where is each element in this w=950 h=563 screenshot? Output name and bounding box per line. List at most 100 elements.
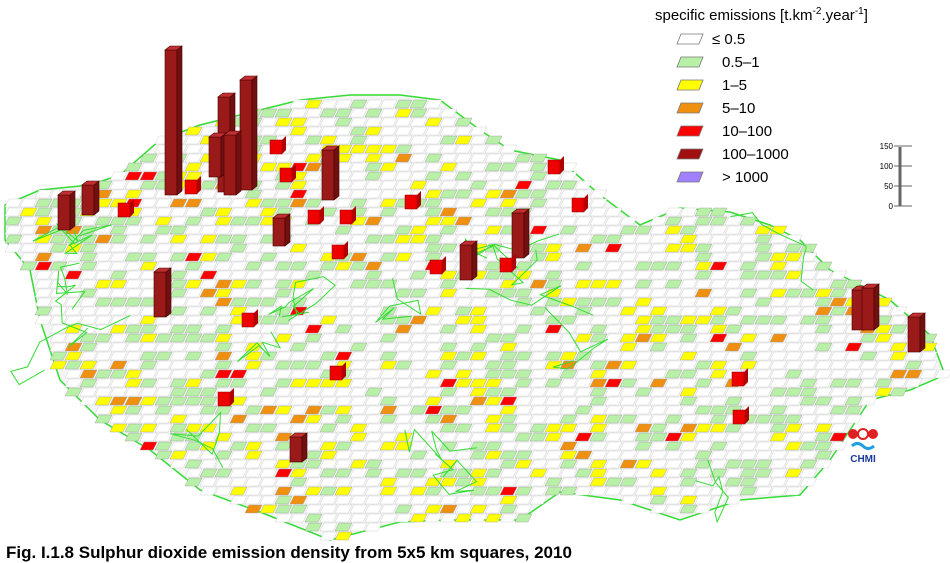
column-side [523, 208, 530, 259]
grid-cell [184, 135, 203, 145]
grid-cell [679, 504, 698, 514]
grid-cell [154, 324, 173, 334]
grid-cell [754, 441, 773, 451]
caption: Fig. I.1.8 Sulphur dioxide emission dens… [6, 543, 572, 562]
grid-cell [709, 315, 728, 325]
grid-cell [109, 414, 128, 424]
grid-cell [229, 261, 248, 271]
grid-cell [79, 315, 98, 325]
grid-cell [634, 405, 653, 415]
grid-cell [319, 441, 338, 451]
grid-cell [499, 360, 518, 370]
grid-cell [214, 477, 233, 487]
grid-cell [409, 351, 428, 361]
grid-cell [154, 234, 173, 244]
grid-cell [139, 360, 158, 370]
grid-cell [244, 450, 263, 460]
grid-cell [229, 207, 248, 217]
grid-cell [229, 252, 248, 262]
grid-cell [484, 171, 503, 181]
column-front [321, 149, 335, 201]
column-top [223, 130, 242, 136]
grid-cell [574, 288, 593, 298]
grid-cell [559, 441, 578, 451]
grid-cell [364, 369, 383, 379]
grid-cell [439, 333, 458, 343]
grid-cell [454, 162, 473, 172]
grid-cell [679, 342, 698, 352]
grid-cell [619, 306, 638, 316]
column-side [919, 312, 926, 353]
grid-cell [124, 378, 143, 388]
grid-cell [559, 396, 578, 406]
grid-cell [184, 234, 203, 244]
grid-cell [784, 441, 803, 451]
grid-cell [184, 126, 203, 136]
grid-cell [469, 468, 488, 478]
grid-cell [109, 342, 128, 352]
grid-cell [769, 486, 788, 496]
grid-cell [214, 315, 233, 325]
grid-cell [319, 117, 338, 127]
grid-cell [79, 261, 98, 271]
grid-cell [319, 342, 338, 352]
grid-cell [484, 207, 503, 217]
grid-cell [649, 504, 668, 514]
grid-cell [454, 324, 473, 334]
column-front [241, 312, 255, 328]
grid-cell [274, 504, 293, 514]
grid-cell [109, 297, 128, 307]
grid-cell [589, 261, 608, 271]
grid-cell [709, 279, 728, 289]
grid-cell [634, 414, 653, 424]
column-front [571, 197, 585, 213]
grid-cell [604, 351, 623, 361]
grid-cell [544, 432, 563, 442]
grid-cell [514, 405, 533, 415]
grid-cell [814, 387, 833, 397]
grid-cell [109, 315, 128, 325]
grid-cell [274, 432, 293, 442]
grid-cell [694, 261, 713, 271]
grid-cell [604, 432, 623, 442]
grid-cell [484, 198, 503, 208]
grid-cell [769, 333, 788, 343]
grid-cell [244, 243, 263, 253]
grid-cell [49, 342, 68, 352]
grid-cell [439, 279, 458, 289]
grid-cell [379, 504, 398, 514]
grid-cell [784, 450, 803, 460]
grid-cell [274, 324, 293, 334]
grid-cell [334, 288, 353, 298]
grid-cell [694, 450, 713, 460]
column-top [217, 92, 236, 98]
grid-cell [574, 270, 593, 280]
grid-cell [679, 288, 698, 298]
grid-cell [49, 234, 68, 244]
grid-cell [814, 450, 833, 460]
grid-cell [499, 459, 518, 469]
grid-cell [379, 351, 398, 361]
grid-cell [739, 261, 758, 271]
grid-cell [529, 342, 548, 352]
grid-cell [439, 387, 458, 397]
column-side [235, 130, 242, 196]
grid-cell [139, 351, 158, 361]
grid-cell [124, 270, 143, 280]
grid-cell [274, 333, 293, 343]
grid-cell [424, 279, 443, 289]
grid-cell [394, 369, 413, 379]
grid-cell [379, 396, 398, 406]
grid-cell [664, 486, 683, 496]
grid-cell [664, 414, 683, 424]
grid-cell [694, 225, 713, 235]
grid-cell [334, 423, 353, 433]
grid-cell [484, 288, 503, 298]
grid-cell [184, 153, 203, 163]
grid-cell [304, 405, 323, 415]
grid-cell [574, 441, 593, 451]
grid-cell [724, 288, 743, 298]
grid-cell [184, 414, 203, 424]
grid-cell [379, 423, 398, 433]
grid-cell [574, 477, 593, 487]
